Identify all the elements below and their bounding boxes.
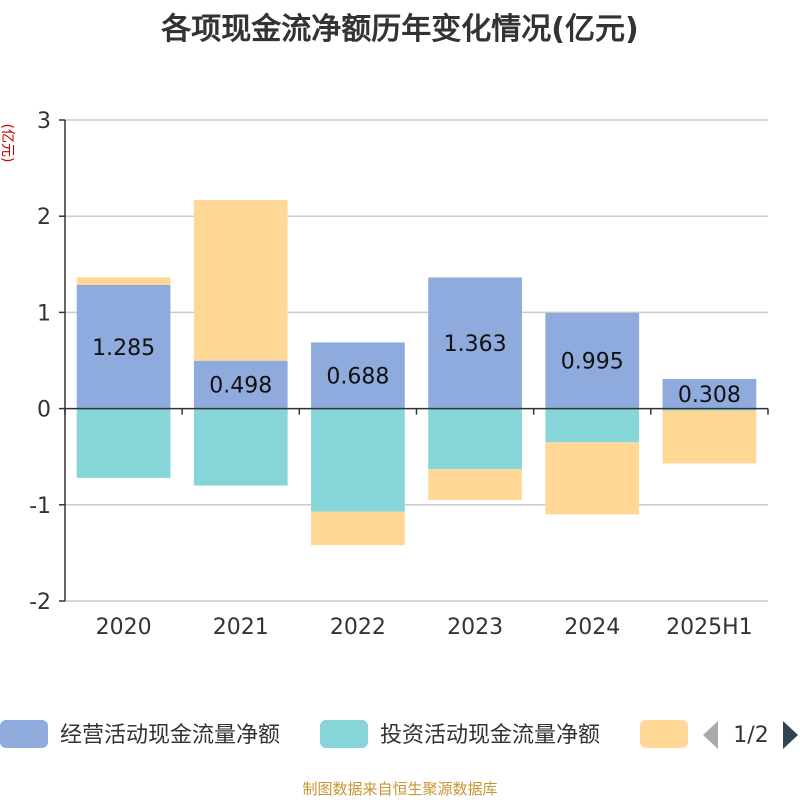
bar-segment — [311, 408, 405, 512]
y-tick-label: 0 — [37, 398, 51, 423]
bar-segment — [311, 511, 405, 546]
source-note: 制图数据来自恒生聚源数据库 — [302, 780, 498, 798]
bar-segment — [193, 200, 288, 361]
bar-segment — [311, 342, 405, 409]
y-axis-unit-label: (亿元) — [0, 124, 15, 163]
grid-lines — [65, 119, 768, 602]
chart-title: 各项现金流净额历年变化情况(亿元) — [161, 12, 639, 47]
legend-label: 经营活动现金流量净额 — [60, 723, 280, 748]
bar-segment — [545, 408, 640, 443]
y-tick-label: 2 — [37, 205, 51, 230]
bar-segment — [428, 469, 522, 500]
x-tick-label: 2024 — [564, 615, 620, 640]
legend-swatch — [320, 720, 368, 748]
x-tick-label: 2022 — [330, 615, 386, 640]
bar-segment — [76, 408, 171, 478]
legend-swatch — [640, 720, 688, 748]
y-tick-label: 1 — [37, 301, 51, 326]
bar-segment — [193, 360, 288, 409]
x-tick-label: 2020 — [96, 615, 152, 640]
bar-segment — [545, 442, 640, 515]
bar-value-label: 0.498 — [209, 374, 272, 399]
legend-page-indicator: 1/2 — [733, 723, 768, 748]
legend-next-page-icon[interactable] — [783, 721, 798, 749]
legend-label: 投资活动现金流量净额 — [380, 723, 600, 748]
legend: 经营活动现金流量净额 投资活动现金流量净额 1/2 — [0, 720, 798, 749]
bar-value-label: 1.363 — [444, 332, 507, 357]
bar-segment — [662, 410, 757, 464]
bar-segment — [76, 277, 171, 285]
bar-value-label: 1.285 — [92, 336, 155, 361]
bar-value-label: 0.995 — [561, 350, 624, 375]
bar-segment — [76, 284, 171, 409]
bar-segment — [662, 408, 757, 411]
bar-segment — [193, 408, 288, 486]
legend-swatch — [0, 720, 48, 748]
bar-value-label: 0.308 — [678, 383, 741, 408]
axes: 3 2 1 0 -1 -2 2020 2021 2022 2023 2024 2025H1 — [29, 109, 769, 640]
y-tick-label: -2 — [29, 590, 51, 615]
x-tick-label: 2025H1 — [666, 615, 753, 640]
x-tick-label: 2021 — [213, 615, 269, 640]
data-labels: 1.285 0.498 0.688 1.363 0.995 0.308 — [92, 332, 741, 408]
bar-value-label: 0.688 — [326, 365, 389, 390]
x-tick-label: 2023 — [447, 615, 503, 640]
bar-segment — [428, 277, 522, 409]
bar-segment — [428, 408, 522, 470]
y-tick-label: 3 — [37, 109, 51, 134]
bars — [76, 200, 757, 546]
bar-segment — [662, 378, 757, 409]
legend-prev-page-icon[interactable] — [703, 721, 718, 749]
y-tick-label: -1 — [29, 494, 51, 519]
bar-segment — [545, 312, 640, 409]
